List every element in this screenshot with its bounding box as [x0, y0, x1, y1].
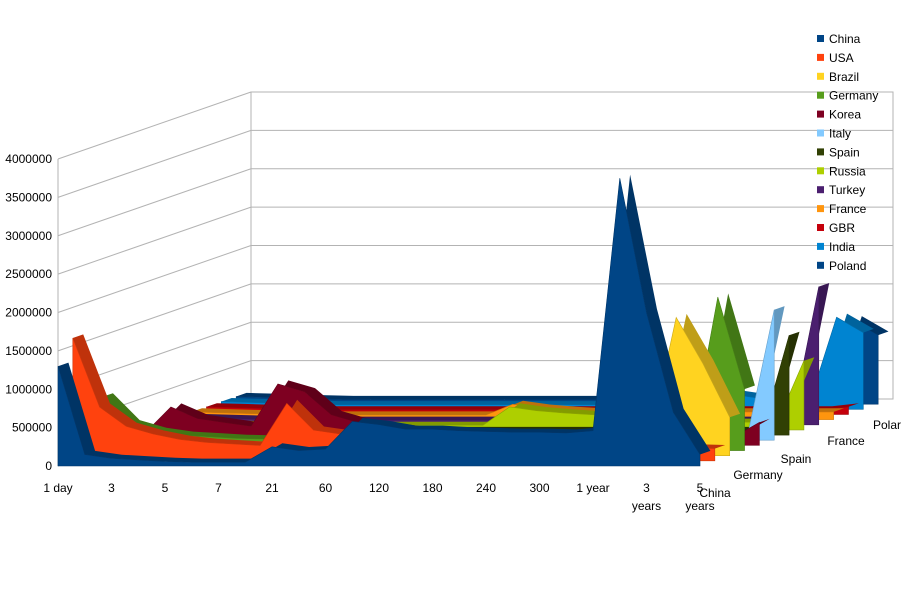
y-tick-label: 4000000	[5, 152, 52, 166]
depth-axis-label: Spain	[781, 452, 812, 466]
legend-swatch	[817, 224, 824, 231]
y-tick-label: 3500000	[5, 190, 52, 204]
x-tick-label: 5	[162, 481, 169, 495]
legend-entry: Italy	[829, 127, 851, 141]
legend-swatch	[817, 167, 824, 175]
legend-swatch	[817, 110, 824, 118]
x-tick-label: 120	[369, 481, 389, 495]
x-tick-label: 5 years	[685, 481, 714, 513]
gridline-side	[57, 283, 252, 352]
x-tick-label: 1 year	[576, 481, 609, 495]
legend-entry: Germany	[829, 89, 878, 103]
x-tick-label: 3	[108, 481, 115, 495]
legend: China USA Brazil Germany Korea Italy Spain Russ…	[817, 32, 878, 273]
depth-axis-label: China	[699, 486, 731, 500]
series-ridge-germany	[102, 293, 755, 443]
depth-axis-label: France	[827, 434, 865, 448]
x-tick-label: 240	[476, 481, 496, 495]
legend-entry: USA	[829, 51, 854, 65]
gridline-side	[57, 206, 252, 275]
legend-swatch	[817, 91, 824, 99]
x-tick-label: 300	[529, 481, 549, 495]
series-area-china	[57, 178, 701, 467]
legend-swatch	[817, 129, 824, 137]
y-tick-label: 0	[45, 459, 52, 473]
legend-swatch	[817, 186, 824, 194]
y-tick-label: 2000000	[5, 306, 52, 320]
y-tick-label: 1000000	[5, 382, 52, 396]
x-tick-label: 60	[319, 481, 333, 495]
depth-axis-label: Germany	[733, 468, 782, 482]
x-tick-label: 1 day	[43, 481, 72, 495]
legend-swatch	[817, 261, 824, 269]
x-tick-label: 21	[265, 481, 279, 495]
x-tick-label: 180	[422, 481, 442, 495]
legend-entry: Poland	[829, 259, 866, 273]
y-tick-label: 3000000	[5, 229, 52, 243]
x-tick-label: 7	[215, 481, 222, 495]
legend-entry: Korea	[829, 108, 861, 122]
legend-entry: Russia	[829, 164, 866, 178]
grid-layer	[57, 91, 894, 467]
axis-layer: 0 500000 1000000 1500000 2000000 2500000 30000…	[5, 152, 901, 513]
series-layer	[57, 174, 889, 467]
legend-entry: Brazil	[829, 70, 859, 84]
gridline-side	[57, 129, 252, 198]
legend-entry: China	[829, 32, 861, 46]
legend-swatch	[817, 72, 824, 80]
gridline-side	[57, 168, 252, 237]
y-tick-label: 2500000	[5, 267, 52, 281]
gridline-side	[57, 91, 252, 160]
legend-entry: Turkey	[829, 183, 865, 197]
legend-swatch	[817, 35, 824, 42]
gridline-side	[57, 245, 252, 313]
x-tick-label: 3 years	[632, 481, 661, 513]
legend-swatch	[817, 148, 824, 156]
y-tick-label: 1500000	[5, 344, 52, 358]
legend-entry: Spain	[829, 145, 860, 159]
legend-entry: India	[829, 240, 855, 254]
legend-swatch	[817, 205, 824, 213]
depth-axis-label: Polar	[873, 418, 901, 432]
legend-entry: GBR	[829, 221, 855, 235]
legend-swatch	[817, 242, 824, 250]
legend-swatch	[817, 53, 824, 61]
legend-entry: France	[829, 202, 867, 216]
y-tick-label: 500000	[12, 421, 52, 435]
